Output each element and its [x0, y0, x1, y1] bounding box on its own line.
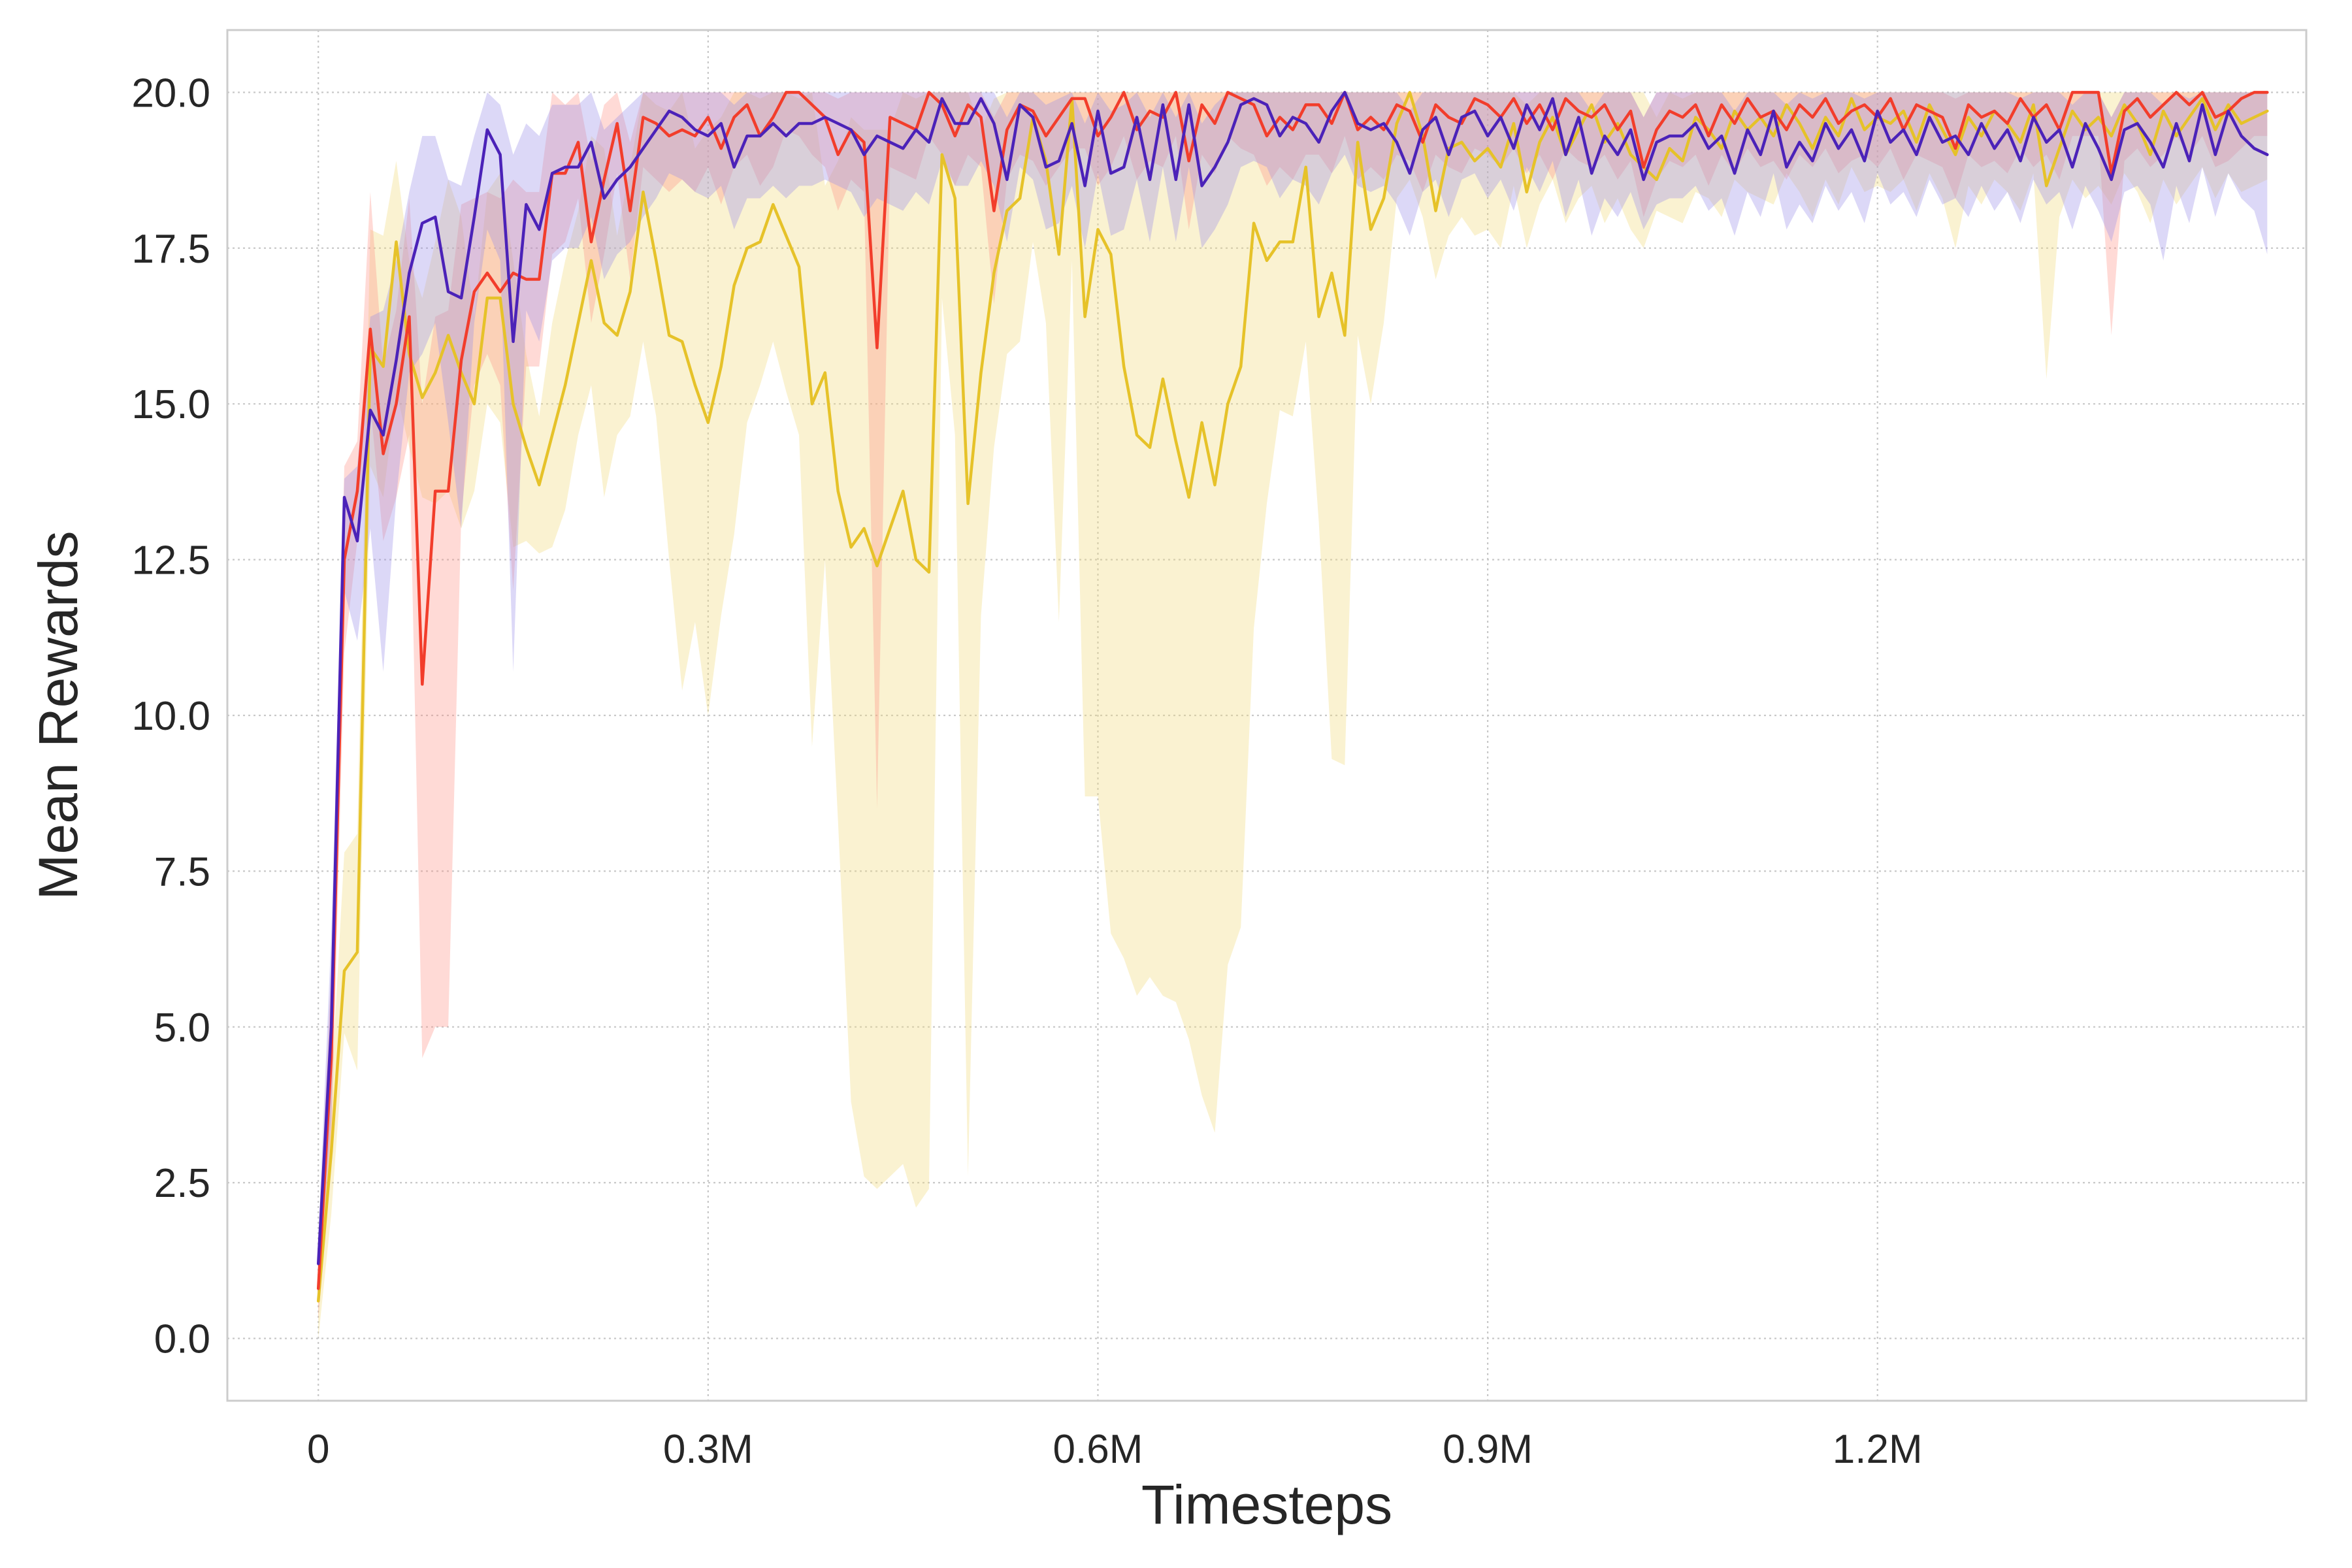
series-2-band: [318, 92, 2268, 1320]
y-axis-label: Mean Rewards: [27, 531, 89, 900]
y-tick-labels: 0.0 2.5 5.0 7.5 10.0 12.5 15.0 17.5 20.0: [131, 71, 210, 1362]
y-tick-label: 20.0: [131, 71, 210, 116]
y-tick-label: 17.5: [131, 227, 210, 272]
y-tick-label: 12.5: [131, 538, 210, 583]
confidence-bands: [318, 92, 2268, 1339]
series-3-line: [316, 91, 2269, 1266]
series-2-line: [316, 91, 2269, 1290]
x-tick-label: 0.3M: [663, 1427, 753, 1472]
series-1-line: [316, 91, 2269, 1303]
x-tick-label: 0.6M: [1053, 1427, 1143, 1472]
x-tick-label: 1.2M: [1833, 1427, 1923, 1472]
grid: [227, 30, 2306, 1401]
y-tick-label: 15.0: [131, 382, 210, 427]
series-1-band: [318, 92, 2268, 1339]
x-tick-label: 0: [307, 1427, 329, 1472]
y-tick-label: 5.0: [154, 1005, 210, 1051]
y-tick-label: 0.0: [154, 1317, 210, 1362]
x-tick-labels: 0 0.3M 0.6M 0.9M 1.2M: [307, 1427, 1923, 1472]
y-tick-label: 7.5: [154, 849, 210, 894]
x-tick-label: 0.9M: [1443, 1427, 1533, 1472]
y-tick-label: 10.0: [131, 694, 210, 739]
series-lines: [316, 91, 2269, 1303]
y-tick-label: 2.5: [154, 1161, 210, 1206]
plot-frame: [226, 29, 2308, 1402]
x-axis-label: Timesteps: [1141, 1474, 1392, 1535]
series-3-band: [318, 92, 2268, 1289]
